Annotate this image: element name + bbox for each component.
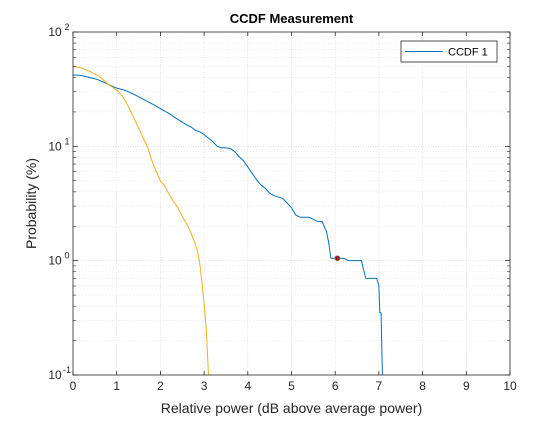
x-axis-label: Relative power (dB above average power): [161, 400, 422, 416]
y-tick-label: 10: [48, 139, 62, 153]
y-axis-label: Probability (%): [23, 158, 39, 249]
y-tick-label: 10: [48, 254, 62, 268]
y-tick-label: 10: [48, 368, 62, 382]
x-tick-label: 3: [201, 379, 208, 393]
legend-box: [400, 40, 498, 63]
x-tick-label: 10: [503, 379, 517, 393]
series-line-2: [72, 65, 209, 376]
measurement-marker: [334, 255, 341, 262]
major-grid: [73, 32, 510, 375]
legend: CCDF 1: [400, 40, 498, 63]
x-tick-label: 2: [157, 379, 164, 393]
x-tick-label: 9: [463, 379, 470, 393]
chart-title: CCDF Measurement: [230, 11, 354, 26]
y-tick-label: 10: [48, 25, 62, 39]
series-layer: [72, 65, 383, 376]
plot-area: [73, 32, 510, 375]
y-tick-exponent: 0: [64, 251, 69, 261]
legend-label: CCDF 1: [448, 47, 488, 59]
series-line-1: [73, 74, 383, 376]
x-tick-label: 0: [70, 379, 77, 393]
y-tick-exponent: 2: [64, 22, 69, 32]
x-tick-label: 7: [376, 379, 383, 393]
x-tick-label: 6: [332, 379, 339, 393]
y-tick-exponent: 1: [64, 136, 69, 146]
x-tick-label: 4: [244, 379, 251, 393]
x-tick-label: 5: [288, 379, 295, 393]
y-tick-exponent: -1: [63, 365, 71, 375]
minor-grid: [73, 36, 510, 341]
x-tick-label: 1: [113, 379, 120, 393]
x-tick-label: 8: [419, 379, 426, 393]
